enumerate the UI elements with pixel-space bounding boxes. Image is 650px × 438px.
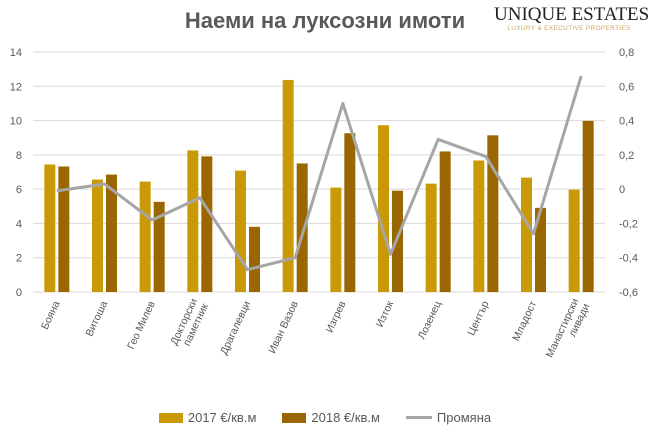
y-tick-label: 10	[10, 116, 22, 128]
x-tick-label: Витоша	[83, 299, 110, 338]
legend: 2017 €/кв.м 2018 €/кв.м Промяна	[0, 410, 650, 425]
bar-2017	[378, 125, 389, 292]
y-tick-label: 14	[10, 47, 22, 59]
legend-swatch-2017	[158, 412, 183, 423]
logo-name: UNIQUE ESTATES	[494, 4, 650, 25]
x-tick-label: Манастирскиливади	[544, 297, 593, 365]
x-tick-label: Лозенец	[416, 299, 444, 341]
bar-2017	[139, 181, 151, 292]
bar-2017	[425, 183, 437, 292]
x-tick-label: Иван Вазов	[266, 299, 301, 356]
y2-tick-label: 0,6	[619, 81, 634, 93]
y2-tick-label: -0,2	[619, 218, 638, 230]
legend-label-2018: 2018 €/кв.м	[311, 410, 380, 425]
bar-2017	[44, 164, 56, 292]
bar-2018	[392, 190, 403, 292]
bar-2018	[106, 174, 117, 292]
y-tick-label: 8	[16, 150, 22, 162]
x-tick-label: Драгалевци	[218, 299, 253, 356]
y-tick-label: 0	[16, 287, 22, 299]
bar-2017	[568, 189, 580, 292]
y2-tick-label: 0,8	[619, 47, 634, 59]
x-tick-label: Гео Милев	[125, 299, 158, 351]
bar-2018	[535, 207, 546, 292]
bar-2017	[282, 79, 294, 292]
legend-item-change: Промяна	[405, 410, 492, 425]
bar-2018	[153, 201, 165, 292]
y2-tick-label: 0	[619, 184, 625, 196]
y2-tick-label: 0,2	[619, 150, 634, 162]
y-tick-label: 2	[16, 253, 22, 265]
y-tick-label: 12	[10, 81, 22, 93]
legend-item-2018: 2018 €/кв.м	[282, 410, 380, 425]
bar-2017	[92, 179, 103, 292]
bar-2017	[187, 150, 199, 292]
x-tick-label: Изток	[374, 299, 397, 329]
bar-2017	[235, 170, 246, 292]
logo: UNIQUE ESTATES LUXURY & EXECUTIVE PROPER…	[494, 4, 650, 32]
y-tick-label: 4	[16, 218, 22, 230]
legend-swatch-2018	[282, 412, 307, 423]
y2-tick-label: 0,4	[619, 116, 634, 128]
legend-label-change: Промяна	[436, 410, 492, 425]
bar-2017	[521, 177, 532, 292]
bar-2018	[296, 163, 308, 292]
y-tick-label: 6	[16, 184, 22, 196]
legend-item-2017: 2017 €/кв.м	[158, 410, 257, 425]
legend-label-2017: 2017 €/кв.м	[187, 410, 257, 425]
x-tick-label: Център	[465, 299, 491, 337]
legend-swatch-change	[405, 416, 432, 419]
change-line	[56, 75, 583, 272]
bar-2018	[487, 135, 499, 292]
x-tick-label: Бояна	[39, 299, 63, 331]
y2-tick-label: -0,4	[619, 253, 638, 265]
x-tick-label: Докторскипаметник	[168, 296, 211, 352]
bar-2017	[330, 187, 342, 292]
logo-tagline: LUXURY & EXECUTIVE PROPERTIES	[507, 25, 631, 32]
x-tick-label: Изгрев	[324, 299, 349, 335]
chart-title: Наеми на луксозни имоти	[184, 8, 466, 33]
bar-2017	[473, 160, 485, 292]
bar-2018	[582, 120, 594, 293]
x-tick-label: Младост	[510, 299, 539, 343]
bar-2018	[58, 166, 70, 292]
bar-2018	[249, 226, 260, 292]
bar-2018	[201, 156, 213, 292]
bar-2018	[344, 133, 356, 292]
y2-tick-label: -0,6	[619, 287, 638, 299]
bar-2018	[439, 151, 451, 292]
